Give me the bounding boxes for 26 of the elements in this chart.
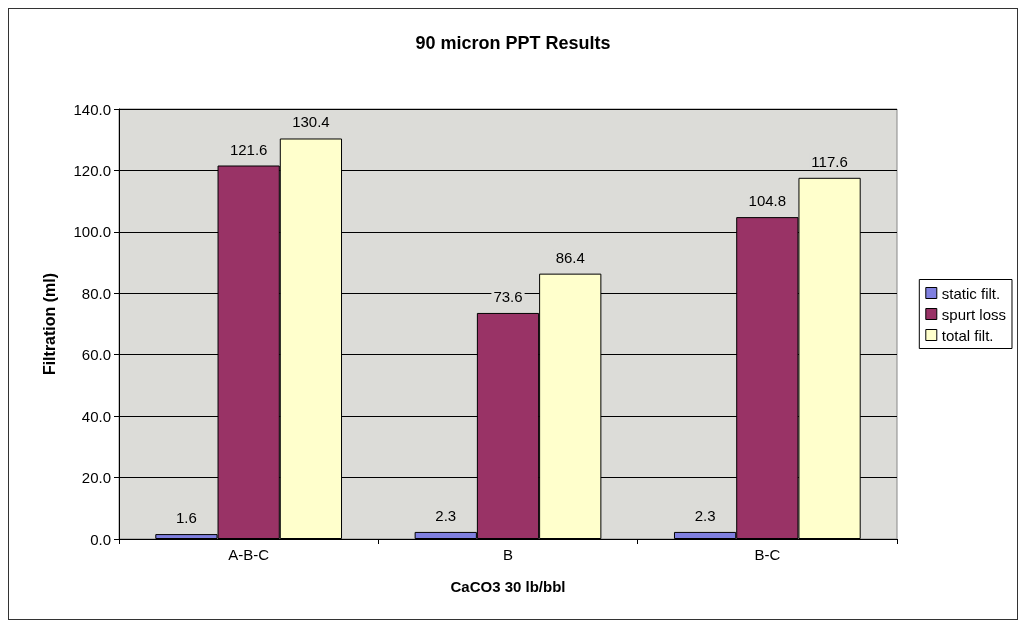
y-tick-label: 140.0: [73, 100, 111, 118]
data-label: 121.6: [229, 140, 268, 158]
legend-label: spurt loss: [941, 305, 1007, 323]
data-label: 104.8: [748, 192, 787, 210]
data-label: 2.3: [435, 506, 457, 524]
data-label: 117.6: [811, 152, 848, 170]
data-label: 130.4: [292, 113, 330, 131]
y-tick-label: 120.0: [73, 161, 111, 179]
x-tick-label: B: [502, 546, 514, 563]
data-label: 2.3: [694, 506, 716, 524]
y-tick-label: 60.0: [81, 346, 111, 364]
x-axis-title: CaCO3 30 lb/bbl: [450, 578, 566, 595]
chart-title: 90 micron PPT Results: [415, 33, 611, 53]
x-tick-label: A-B-C: [228, 546, 270, 563]
y-tick-label: 0.0: [90, 530, 111, 548]
data-label: 1.6: [176, 509, 197, 527]
y-tick-label: 80.0: [81, 284, 111, 302]
data-label: 86.4: [555, 248, 585, 266]
y-tick-label: 40.0: [81, 407, 111, 425]
data-label: 73.6: [493, 287, 523, 305]
y-tick-label: 20.0: [81, 469, 111, 487]
y-tick-label: 100.0: [73, 223, 111, 241]
y-axis-title: Filtration (ml): [40, 272, 58, 376]
legend-label: static filt.: [941, 284, 1001, 302]
legend-label: total filt.: [941, 326, 994, 344]
x-tick-label: B-C: [754, 546, 781, 563]
